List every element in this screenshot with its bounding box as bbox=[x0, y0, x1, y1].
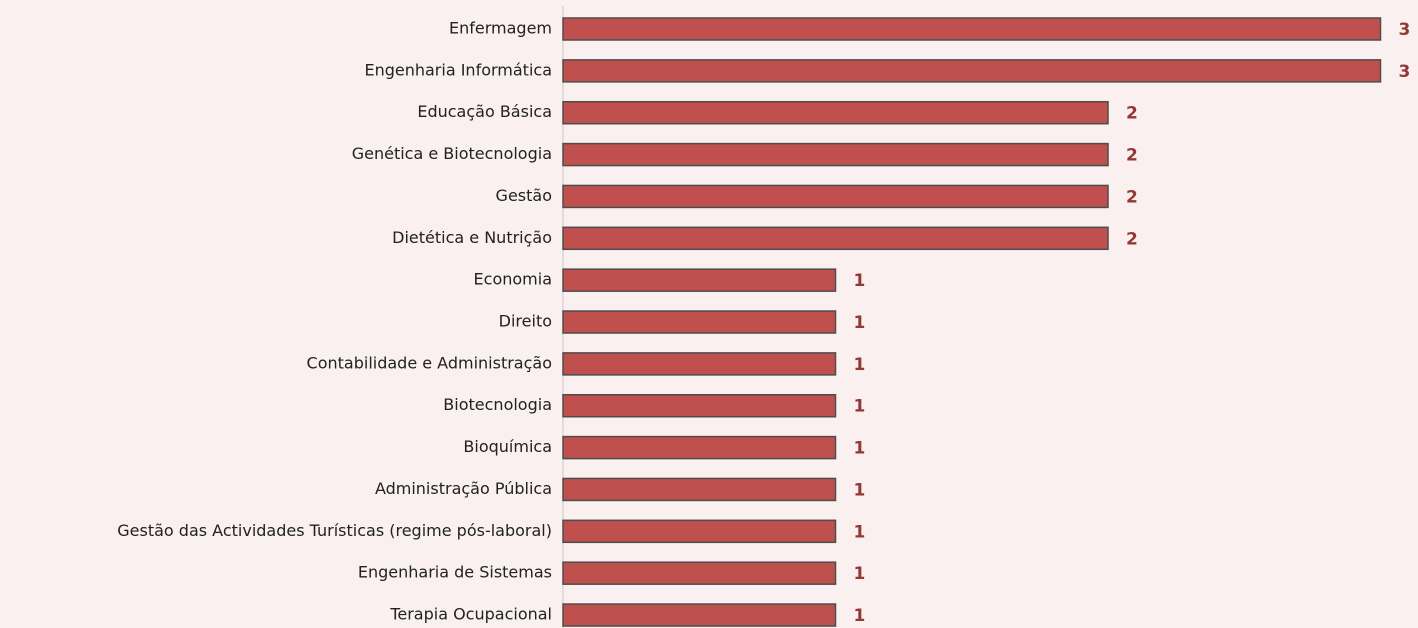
bar bbox=[562, 519, 837, 544]
value-label: 1 bbox=[854, 271, 866, 291]
category-label: Gestão bbox=[496, 186, 552, 205]
bar bbox=[562, 268, 837, 292]
category-label: Engenharia de Sistemas bbox=[358, 563, 552, 582]
value-label: 2 bbox=[1126, 187, 1138, 207]
bar bbox=[562, 477, 837, 502]
bar bbox=[562, 435, 837, 460]
category-label: Biotecnologia bbox=[443, 395, 552, 414]
category-label: Direito bbox=[499, 312, 552, 331]
bar bbox=[562, 310, 837, 334]
bar bbox=[562, 59, 1382, 83]
category-label: Bioquímica bbox=[463, 437, 552, 456]
category-label: Enfermagem bbox=[449, 19, 552, 38]
category-label: Genética e Biotecnologia bbox=[352, 144, 552, 163]
category-label: Dietética e Nutrição bbox=[392, 228, 552, 247]
bar bbox=[562, 17, 1382, 41]
value-label: 2 bbox=[1126, 104, 1138, 124]
bar bbox=[562, 561, 837, 585]
bar bbox=[562, 184, 1109, 209]
category-label: Contabilidade e Administração bbox=[307, 353, 552, 372]
value-label: 1 bbox=[854, 397, 866, 417]
category-label: Administração Pública bbox=[375, 479, 552, 498]
bar bbox=[562, 393, 837, 418]
category-label: Gestão das Actividades Turísticas (regim… bbox=[117, 521, 552, 540]
value-label: 1 bbox=[854, 439, 866, 459]
bar bbox=[562, 352, 837, 376]
value-label: 3 bbox=[1399, 20, 1411, 40]
bar bbox=[562, 603, 837, 627]
value-label: 3 bbox=[1399, 62, 1411, 82]
value-label: 1 bbox=[854, 480, 866, 500]
category-label: Terapia Ocupacional bbox=[389, 605, 552, 624]
category-label: Economia bbox=[474, 270, 552, 289]
value-label: 1 bbox=[854, 606, 866, 626]
value-label: 1 bbox=[854, 313, 866, 333]
value-label: 1 bbox=[854, 355, 866, 375]
value-label: 2 bbox=[1126, 229, 1138, 249]
bar bbox=[562, 142, 1109, 167]
value-label: 1 bbox=[854, 522, 866, 542]
category-label: Engenharia Informática bbox=[364, 60, 552, 79]
bar bbox=[562, 100, 1109, 125]
value-label: 2 bbox=[1126, 146, 1138, 166]
bar bbox=[562, 226, 1109, 251]
category-label: Educação Básica bbox=[417, 102, 552, 121]
value-label: 1 bbox=[854, 564, 866, 584]
